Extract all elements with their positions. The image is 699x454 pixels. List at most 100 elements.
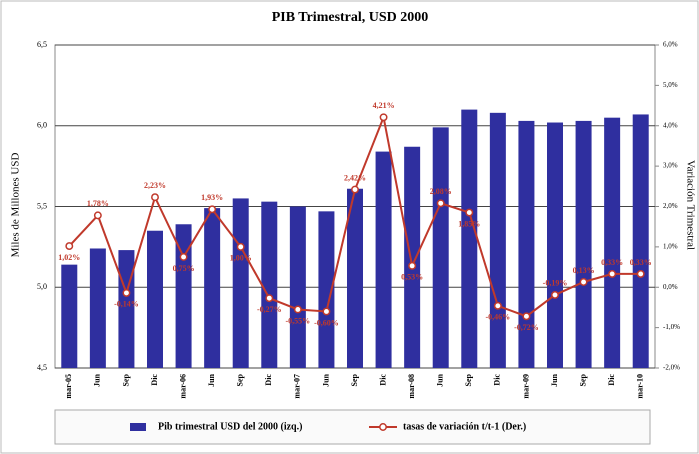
y-tick-label: 5,0 — [37, 282, 47, 291]
bar — [261, 201, 278, 368]
bar — [118, 250, 135, 368]
y2-tick-label: 5,0% — [663, 81, 678, 89]
data-label: -0,72% — [514, 323, 539, 332]
y2-tick-label: -1,0% — [663, 323, 680, 331]
y2-tick-label: 6,0% — [663, 41, 678, 49]
line-marker — [522, 312, 531, 321]
x-tick-label: Dic — [150, 374, 159, 386]
y-tick-label: 6,0 — [37, 121, 47, 130]
bar — [518, 120, 535, 368]
x-tick-label: Jun — [550, 373, 559, 386]
data-label: 2,23% — [144, 181, 166, 190]
x-tick-label: Dic — [264, 374, 273, 386]
legend-label: Pib trimestral USD del 2000 (izq.) — [158, 421, 302, 432]
data-label: 1,00% — [230, 254, 252, 263]
line-marker — [265, 294, 274, 303]
line-marker — [608, 269, 617, 278]
line-marker — [122, 288, 131, 297]
x-tick-label: mar-08 — [407, 374, 416, 399]
line-marker — [351, 185, 359, 194]
bar — [61, 264, 78, 368]
x-tick-label: Sep — [578, 373, 587, 386]
x-tick-label: mar-10 — [636, 374, 645, 399]
data-label: -0,46% — [486, 313, 511, 322]
y2-axis-label: Variación Trimestral — [684, 160, 696, 250]
data-label: 0,13% — [573, 266, 595, 275]
data-label: 1,93% — [201, 193, 223, 202]
bar — [204, 208, 221, 368]
data-label: 0,33% — [601, 258, 623, 267]
y2-tick-label: 4,0% — [663, 121, 678, 129]
bar — [289, 206, 306, 368]
y-tick-label: 6,5 — [37, 40, 47, 49]
bar — [547, 122, 563, 369]
y2-tick-label: 0,0% — [663, 283, 678, 291]
bar — [232, 198, 249, 368]
data-label: 1,85% — [458, 219, 480, 228]
data-label: 0,33% — [630, 258, 652, 267]
bar — [147, 230, 163, 368]
bar — [318, 211, 335, 368]
y2-tick-label: 3,0% — [663, 162, 678, 170]
line-marker — [436, 199, 445, 208]
x-tick-label: mar-06 — [178, 374, 187, 399]
data-label: -0,55% — [286, 316, 311, 325]
x-tick-label: Jun — [321, 373, 330, 386]
y2-tick-label: 2,0% — [663, 202, 678, 210]
line-marker — [93, 211, 102, 220]
data-label: -0,27% — [257, 305, 282, 314]
x-tick-label: mar-09 — [521, 374, 530, 399]
bar — [489, 112, 506, 368]
x-tick-label: Dic — [378, 374, 387, 386]
y-tick-label: 4,5 — [37, 363, 47, 372]
line-marker — [236, 242, 245, 251]
chart-title: PIB Trimestral, USD 2000 — [272, 10, 429, 25]
legend-swatch — [379, 423, 387, 431]
data-label: 4,21% — [373, 101, 395, 110]
x-tick-label: Dic — [607, 374, 616, 386]
bar — [89, 248, 106, 368]
x-tick-label: Sep — [121, 373, 130, 386]
bar — [632, 114, 649, 368]
line-marker — [551, 290, 559, 299]
data-label: 2,08% — [430, 187, 452, 196]
legend-swatch — [130, 423, 146, 431]
line-marker — [408, 261, 417, 270]
data-label: 0,53% — [401, 273, 423, 282]
y-tick-label: 5,5 — [37, 201, 47, 210]
bar — [347, 188, 363, 368]
line-marker — [179, 253, 188, 261]
y2-tick-label: -2,0% — [663, 364, 680, 372]
line-marker — [293, 305, 302, 314]
y-axis-label: Miles de Millones USD — [10, 153, 22, 258]
data-label: -0,60% — [314, 318, 339, 327]
bar — [461, 109, 478, 368]
x-tick-label: mar-05 — [64, 374, 73, 399]
x-tick-label: Sep — [350, 373, 359, 386]
line-marker — [636, 269, 645, 278]
bar — [575, 120, 592, 368]
bar — [432, 127, 449, 369]
x-tick-label: mar-07 — [293, 374, 302, 399]
bar — [375, 151, 392, 368]
line-marker — [65, 242, 74, 251]
x-tick-label: Jun — [436, 373, 445, 386]
bar — [175, 224, 192, 368]
line-marker — [151, 193, 159, 202]
data-label: -0,19% — [543, 279, 568, 288]
x-tick-label: Sep — [464, 373, 473, 386]
bar — [404, 146, 421, 368]
x-tick-label: Jun — [93, 373, 102, 386]
bar — [604, 117, 621, 368]
data-label: -0,14% — [114, 300, 139, 309]
legend-label: tasas de variación t/t-1 (Der.) — [403, 421, 526, 432]
data-label: 1,02% — [58, 253, 80, 262]
line-marker — [465, 208, 474, 217]
x-tick-label: Dic — [493, 374, 502, 386]
y2-tick-label: 1,0% — [663, 242, 678, 250]
legend-box — [54, 409, 651, 445]
x-tick-label: Sep — [236, 373, 245, 386]
data-label: 0,75% — [173, 264, 195, 273]
x-tick-label: Jun — [207, 373, 216, 386]
